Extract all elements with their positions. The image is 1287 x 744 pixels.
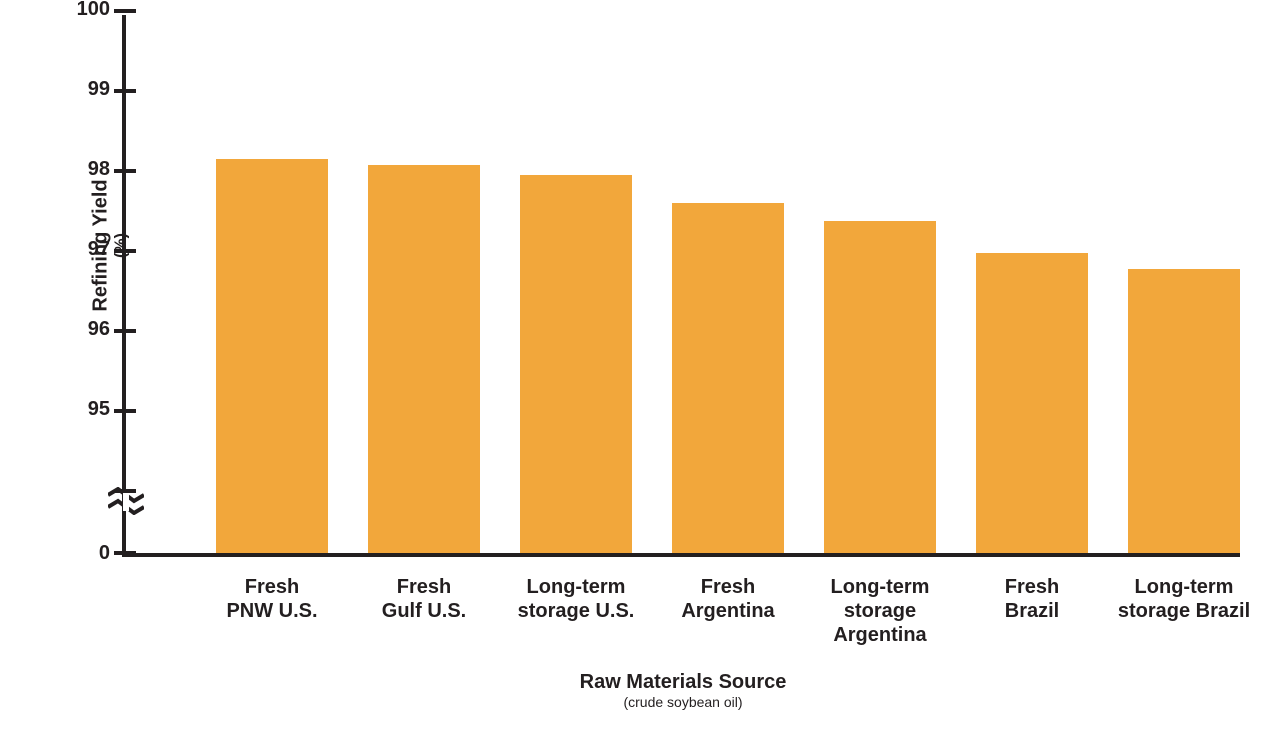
y-tick-label: 100 [77,0,110,21]
x-category-label: FreshArgentina [648,575,808,623]
y-tick-label: 98 [88,158,110,181]
bar [216,159,328,553]
y-tick [114,249,126,253]
x-category-label: FreshBrazil [952,575,1112,623]
x-category-label: FreshGulf U.S. [344,575,504,623]
x-category-label: FreshPNW U.S. [192,575,352,623]
x-category-label: Long-termstorage Brazil [1104,575,1264,623]
y-tick [114,551,126,555]
y-axis-title-sub: (%) [113,179,131,311]
y-tick-label: 0 [99,542,110,565]
x-axis-title-sub: (crude soybean oil) [580,694,787,710]
y-tick [114,169,126,173]
y-tick-label: 99 [88,78,110,101]
y-tick [114,409,126,413]
y-tick [126,249,136,253]
bar [1128,269,1240,553]
y-tick [126,169,136,173]
y-tick [126,551,136,555]
y-tick-label: 96 [88,318,110,341]
y-tick [126,89,136,93]
y-tick [114,9,126,13]
x-axis-title: Raw Materials Source (crude soybean oil) [580,671,787,710]
refining-yield-chart: Refining Yield (%) Raw Materials Source … [0,0,1287,744]
bar [824,221,936,553]
y-tick [126,9,136,13]
plot-area: Refining Yield (%) Raw Materials Source … [122,15,1240,557]
y-tick [126,409,136,413]
y-tick-label: 97 [88,238,110,261]
y-tick [126,489,136,493]
bar [368,165,480,553]
y-tick [114,89,126,93]
y-tick [126,329,136,333]
bar [520,175,632,553]
y-tick [114,329,126,333]
y-tick-label: 95 [88,398,110,421]
bar [976,253,1088,553]
bar [672,203,784,553]
x-category-label: Long-termstorage U.S. [496,575,656,623]
x-axis-title-main: Raw Materials Source [580,671,787,694]
x-category-label: Long-termstorageArgentina [800,575,960,647]
y-tick [114,489,126,493]
